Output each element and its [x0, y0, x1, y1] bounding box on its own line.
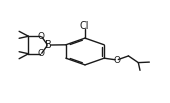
Text: B: B [46, 40, 52, 50]
Text: O: O [37, 49, 44, 59]
Text: Cl: Cl [80, 21, 89, 31]
Text: O: O [37, 32, 44, 41]
Text: O: O [113, 56, 120, 65]
